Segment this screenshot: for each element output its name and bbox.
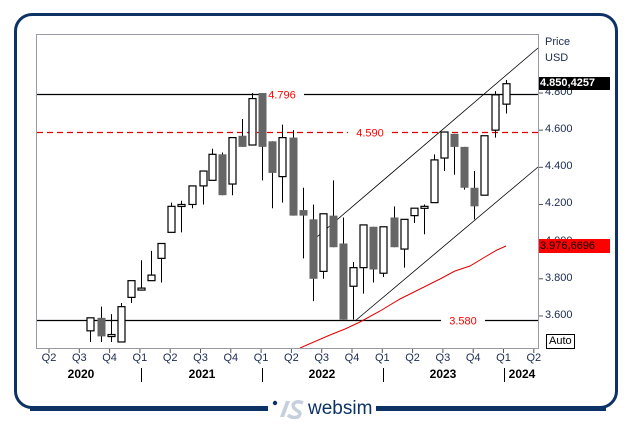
y-tick-label: 4.600	[545, 123, 573, 136]
x-quarter-label: Q2	[41, 352, 57, 364]
auto-scale-button[interactable]: Auto	[546, 334, 575, 349]
x-quarter-label: Q2	[284, 352, 299, 364]
y-tick-label: 3.600	[545, 308, 573, 321]
plot-area[interactable]	[36, 34, 539, 349]
x-year-label: 2024	[508, 367, 536, 381]
x-quarter-label: Q2	[405, 352, 420, 364]
y-tick-label: 4.400	[545, 160, 573, 173]
x-quarter-label: Q4	[223, 352, 239, 364]
y-axis-title-line2: USD	[545, 52, 569, 64]
svg-text:3.580: 3.580	[449, 316, 477, 328]
x-year-label: 2021	[188, 367, 216, 381]
x-quarter-label: Q3	[71, 352, 87, 364]
year-separator	[141, 368, 142, 382]
x-year-label: 2022	[308, 367, 336, 381]
x-quarter-label: Q4	[344, 352, 360, 364]
x-quarter-label: Q2	[162, 352, 178, 364]
x-quarter-label: Q1	[496, 352, 511, 364]
x-quarter-label: Q4	[102, 352, 117, 364]
x-quarter-label: Q3	[193, 352, 208, 364]
y-axis-title-line1: Price	[545, 36, 571, 48]
x-quarter-label: Q3	[314, 352, 330, 364]
x-quarter-label: Q1	[132, 352, 148, 364]
y-tick-label: 4.200	[545, 197, 573, 210]
x-quarter-label: Q3	[435, 352, 451, 364]
y-tick-label: 3.800	[545, 271, 573, 284]
x-quarter-label: Q4	[465, 352, 481, 364]
year-separator	[262, 368, 263, 382]
moving-average-badge: 3.976,6696	[539, 239, 610, 253]
logo-text: websim	[308, 398, 373, 419]
x-year-label: 2023	[429, 367, 457, 381]
footer-line-right	[358, 408, 606, 411]
year-separator	[383, 368, 384, 382]
x-quarter-label: Q1	[253, 352, 269, 364]
websim-logo: websim	[268, 398, 377, 420]
x-quarter-label: Q2	[526, 352, 542, 364]
footer-line-left	[30, 408, 268, 411]
y-axis-title: Price USD	[545, 34, 570, 66]
year-separator	[504, 368, 505, 382]
svg-text:4.590: 4.590	[356, 128, 384, 140]
svg-text:4.796: 4.796	[268, 90, 296, 102]
x-year-label: 2020	[67, 367, 95, 381]
x-quarter-label: Q1	[374, 352, 390, 364]
websim-mark-icon	[272, 400, 304, 419]
last-price-badge: 4.850,4257	[539, 77, 610, 90]
